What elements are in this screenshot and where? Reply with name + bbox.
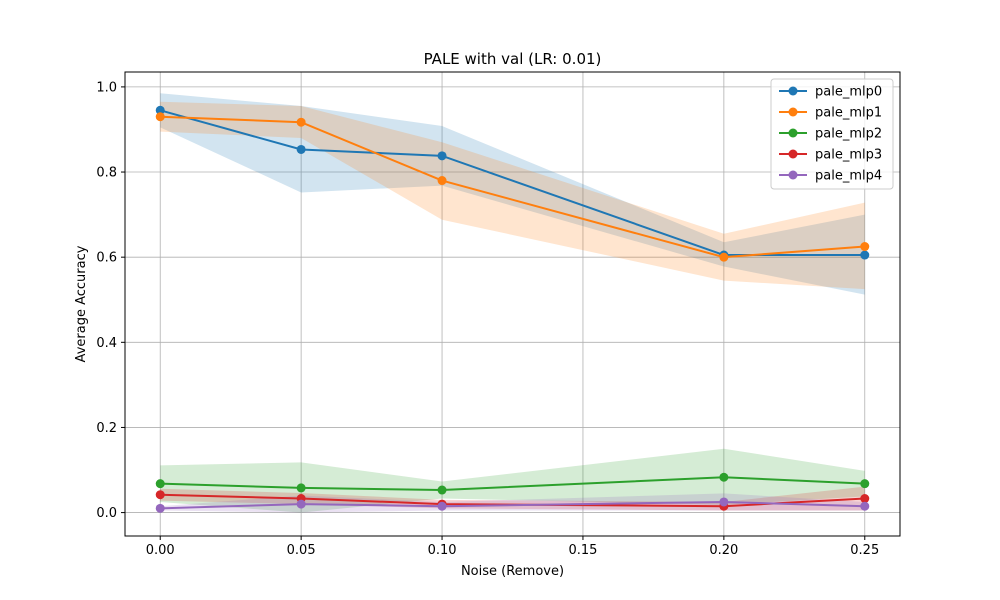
x-tick-label: 0.05	[287, 543, 316, 558]
y-tick-label: 0.2	[96, 421, 117, 436]
y-tick-label: 0.0	[96, 506, 117, 521]
point-pale_mlp2	[437, 485, 447, 495]
point-pale_mlp4	[437, 501, 447, 511]
point-pale_mlp3	[155, 490, 165, 500]
point-pale_mlp0	[296, 144, 306, 154]
band-pale_mlp2	[160, 448, 865, 513]
y-tick-label: 1.0	[96, 80, 117, 95]
legend-box	[770, 78, 894, 190]
chart-title: PALE with val (LR: 0.01)	[424, 50, 602, 68]
point-pale_mlp2	[860, 479, 870, 489]
y-axis-label: Average Accuracy	[74, 245, 89, 362]
x-tick-label: 0.15	[568, 543, 597, 558]
point-pale_mlp4	[860, 501, 870, 511]
legend-label-pale_mlp3: pale_mlp3	[815, 148, 882, 163]
x-axis-ticks: 0.00 0.05 0.10 0.15 0.20 0.25	[146, 536, 879, 558]
x-tick-label: 0.25	[850, 543, 879, 558]
point-pale_mlp4	[296, 499, 306, 509]
point-pale_mlp0	[437, 151, 447, 161]
y-tick-label: 0.4	[96, 336, 117, 351]
point-pale_mlp0	[155, 105, 165, 115]
point-pale_mlp4	[719, 497, 729, 507]
x-tick-label: 0.10	[428, 543, 457, 558]
legend-label-pale_mlp1: pale_mlp1	[815, 106, 882, 121]
x-axis-label: Noise (Remove)	[461, 564, 564, 579]
point-pale_mlp4	[155, 503, 165, 513]
y-axis-ticks: 0.0 0.2 0.4 0.6 0.8 1.0	[96, 80, 125, 521]
point-pale_mlp0	[860, 250, 870, 260]
legend-marker-pale_mlp0	[788, 86, 798, 96]
legend-marker-pale_mlp1	[788, 107, 798, 117]
axes-frame	[124, 71, 901, 537]
point-pale_mlp1	[719, 252, 729, 262]
point-pale_mlp3	[860, 494, 870, 504]
point-pale_mlp2	[155, 479, 165, 489]
band-pale_mlp4	[160, 493, 865, 513]
y-tick-label: 0.8	[96, 166, 117, 181]
legend: pale_mlp0 pale_mlp1 pale_mlp2 pale_mlp3pale…	[770, 78, 894, 190]
point-pale_mlp1	[860, 242, 870, 252]
point-pale_mlp1	[155, 112, 165, 122]
point-pale_mlp2	[719, 472, 729, 482]
x-tick-label: 0.00	[146, 543, 175, 558]
legend-marker-pale_mlp3	[788, 149, 798, 159]
x-tick-label: 0.20	[709, 543, 738, 558]
legend-label-pale_mlp2: pale_mlp2	[815, 127, 882, 142]
band-pale_mlp0	[160, 93, 865, 295]
legend-label-pale_mlp0: pale_mlp0	[815, 85, 882, 100]
point-pale_mlp1	[437, 176, 447, 186]
legend-label-pale_mlp4: pale_mlp4	[815, 169, 882, 184]
legend-marker-pale_mlp2	[788, 128, 798, 138]
axes	[124, 71, 901, 537]
point-pale_mlp2	[296, 483, 306, 493]
series-lines	[155, 105, 870, 513]
legend-marker-pale_mlp4	[788, 170, 798, 180]
y-tick-label: 0.6	[96, 251, 117, 266]
point-pale_mlp1	[296, 117, 306, 127]
